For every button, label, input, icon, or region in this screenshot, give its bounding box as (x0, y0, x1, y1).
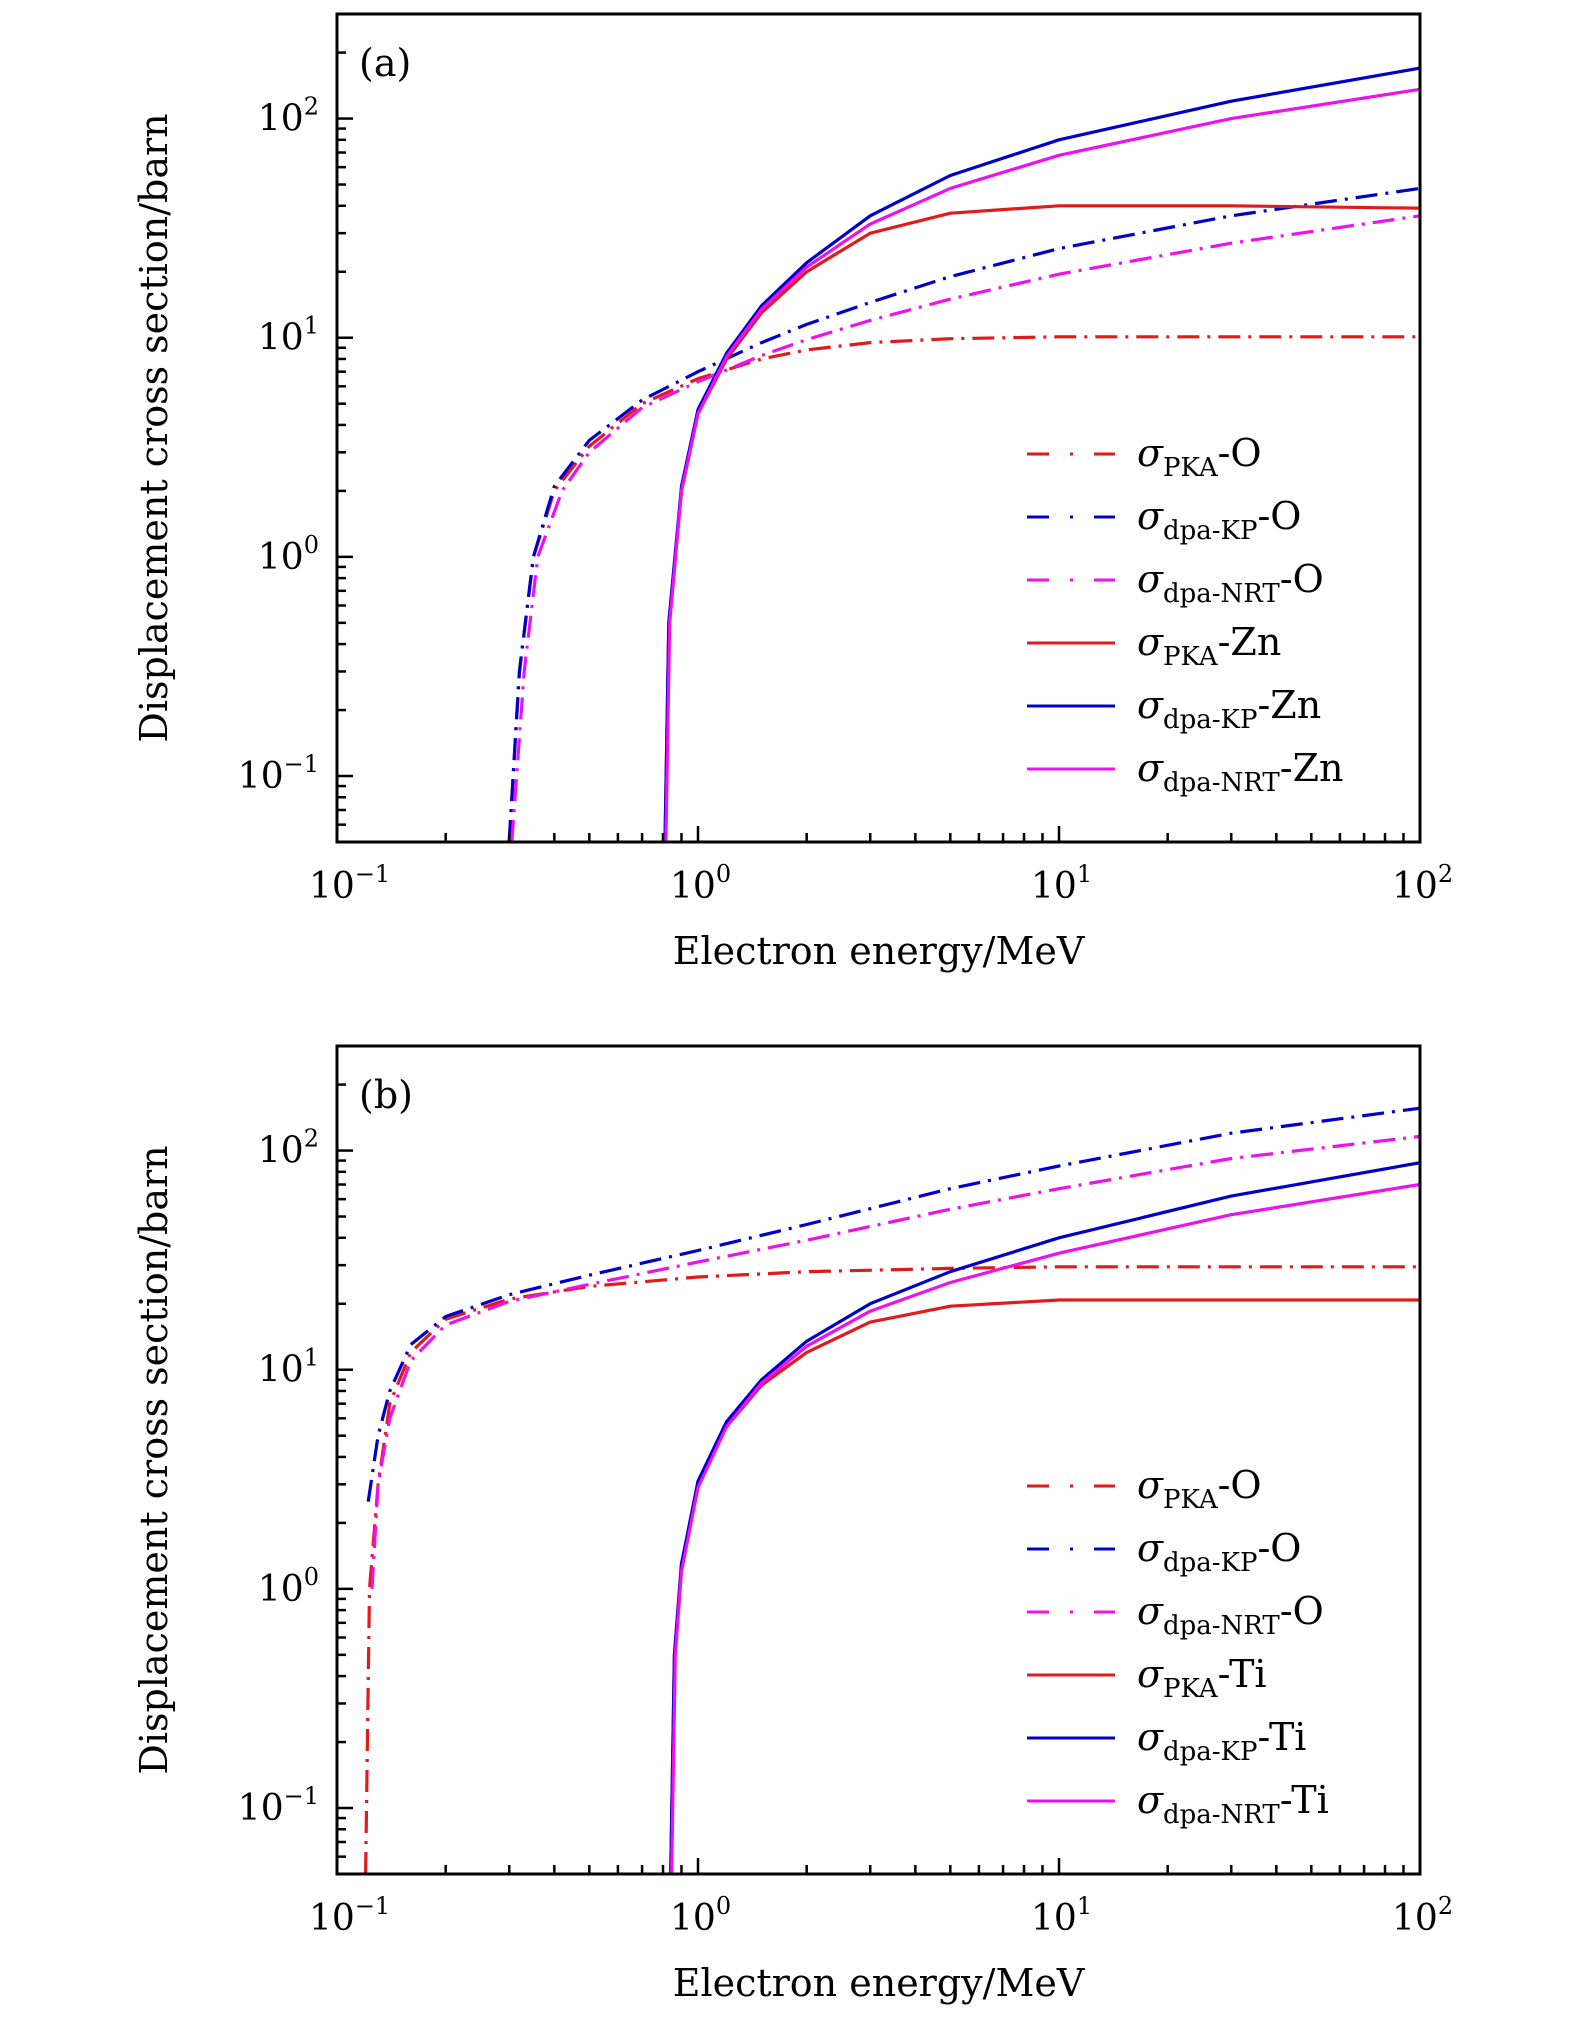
legend-label: σdpa-NRT-Zn (1137, 746, 1343, 798)
legend-label: σdpa-NRT-Ti (1137, 1778, 1329, 1830)
panel-label: (b) (359, 1073, 413, 1117)
y-tick-label: 102 (258, 1125, 319, 1172)
series-line-dpa-nrt-o (370, 1134, 1420, 1589)
y-tick-label: 100 (258, 531, 319, 578)
series-line-dpa-nrt-ti (670, 1182, 1420, 1874)
legend-label: σdpa-NRT-O (1137, 1589, 1324, 1641)
y-tick-label: 100 (258, 1563, 319, 1610)
legend-item: σdpa-KP-Ti (1027, 1715, 1306, 1767)
axis-ticks (335, 12, 1405, 844)
panel-b: 10−1 100 101 102 10−1 100 101 102 Electron energ… (132, 1044, 1453, 2005)
axis-ticks (335, 1044, 1405, 1876)
legend: σPKA-O σdpa-KP-O σdpa-NRT-O σPKA-Ti σdpa-KP-… (1027, 1463, 1329, 1830)
y-tick-label: 102 (258, 93, 319, 140)
legend-label: σPKA-Ti (1137, 1652, 1267, 1704)
x-tick-label: 100 (670, 860, 731, 907)
x-axis-title: Electron energy/MeV (673, 929, 1085, 973)
legend-label: σPKA-Zn (1137, 620, 1281, 672)
x-tick-label: 100 (670, 1892, 731, 1939)
legend-label: σdpa-KP-Ti (1137, 1715, 1306, 1767)
legend-item: σdpa-KP-Zn (1027, 683, 1321, 735)
legend-label: σPKA-O (1137, 431, 1262, 483)
legend-item: σPKA-O (1027, 1463, 1262, 1515)
series-line-dpa-kp-o (366, 1106, 1420, 1502)
legend-item: σPKA-Ti (1027, 1652, 1267, 1704)
plot-area (364, 1106, 1420, 1874)
plot-frame (335, 1044, 1422, 1876)
legend-item: σdpa-KP-O (1027, 494, 1301, 546)
panel-a: 10−1 100 101 102 10−1 100 101 102 Electron energ… (132, 12, 1453, 973)
x-tick-label: 101 (1031, 1892, 1092, 1939)
legend-item: σdpa-NRT-O (1027, 1589, 1324, 1641)
legend-item: σPKA-O (1027, 431, 1262, 483)
legend-label: σdpa-KP-O (1137, 1526, 1301, 1578)
x-tick-label: 102 (1392, 860, 1453, 907)
legend: σPKA-O σdpa-KP-O σdpa-NRT-O σPKA-Zn σdpa-KP-… (1027, 431, 1343, 798)
legend-item: σdpa-KP-O (1027, 1526, 1301, 1578)
legend-label: σdpa-NRT-O (1137, 557, 1324, 609)
y-tick-label: 10−1 (238, 750, 319, 797)
y-axis-title: Displacement cross section/barn (132, 113, 176, 742)
series-line-dpa-nrt-zn (664, 87, 1420, 842)
legend-item: σdpa-NRT-Zn (1027, 746, 1343, 798)
x-tick-label: 10−1 (309, 1892, 390, 1939)
x-tick-label: 10−1 (309, 860, 390, 907)
legend-label: σPKA-O (1137, 1463, 1262, 1515)
legend-label: σdpa-KP-O (1137, 494, 1301, 546)
series-line-pka-o (364, 1265, 1420, 1874)
y-tick-label: 101 (258, 1344, 319, 1391)
legend-item: σdpa-NRT-Ti (1027, 1778, 1329, 1830)
y-tick-label: 101 (258, 312, 319, 359)
series-line-dpa-kp-ti (669, 1161, 1420, 1874)
y-tick-label: 10−1 (238, 1782, 319, 1829)
panel-label: (a) (359, 41, 411, 85)
x-tick-label: 101 (1031, 860, 1092, 907)
plot-frame (335, 12, 1422, 844)
legend-item: σdpa-NRT-O (1027, 557, 1324, 609)
plot-area (507, 66, 1420, 842)
y-axis-title: Displacement cross section/barn (132, 1145, 176, 1774)
x-tick-label: 102 (1392, 1892, 1453, 1939)
series-line-dpa-nrt-o (510, 214, 1420, 842)
legend-item: σPKA-Zn (1027, 620, 1281, 672)
x-axis-title: Electron energy/MeV (673, 1961, 1085, 2005)
legend-label: σdpa-KP-Zn (1137, 683, 1321, 735)
